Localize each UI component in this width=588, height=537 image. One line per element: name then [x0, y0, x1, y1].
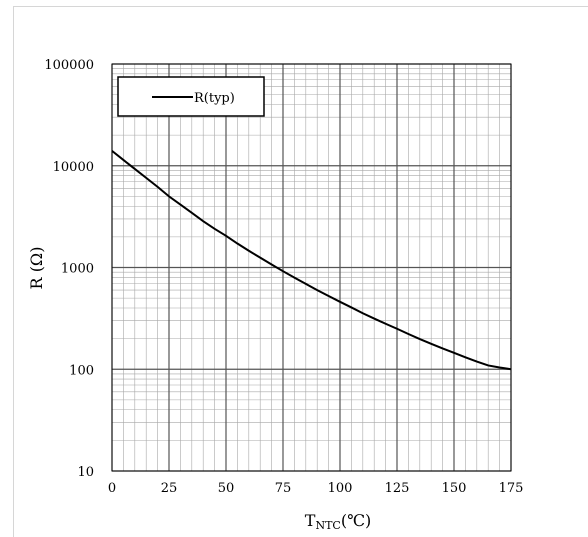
x-tick-label: 75	[275, 481, 292, 496]
x-tick-label: 175	[499, 481, 524, 496]
x-tick-label: 50	[218, 481, 235, 496]
y-tick-label: 100000	[44, 58, 94, 73]
legend-label: R(typ)	[194, 91, 235, 106]
x-axis-label-subscript: NTC	[315, 519, 340, 532]
y-tick-label: 10	[77, 465, 94, 480]
y-tick-label: 1000	[61, 262, 94, 277]
x-tick-labels: 0 25 50 75 100 125 150 175	[108, 481, 524, 496]
x-tick-label: 100	[328, 481, 353, 496]
x-axis-label-main: T	[305, 511, 316, 530]
x-tick-label: 125	[385, 481, 410, 496]
legend: R(typ)	[117, 76, 265, 117]
x-tick-label: 25	[161, 481, 178, 496]
y-tick-label: 10000	[53, 160, 94, 175]
series-line-r-typ	[111, 150, 512, 371]
x-axis-label: TNTC(℃)	[305, 511, 371, 532]
x-axis-label-unit: (℃)	[341, 511, 371, 530]
x-tick-label: 150	[442, 481, 467, 496]
y-tick-label: 100	[69, 363, 94, 378]
y-axis-label: R (Ω)	[27, 247, 46, 290]
x-tick-label: 0	[108, 481, 116, 496]
plot-border	[111, 63, 512, 472]
y-tick-labels: 10 100 1000 10000 100000	[44, 58, 94, 480]
